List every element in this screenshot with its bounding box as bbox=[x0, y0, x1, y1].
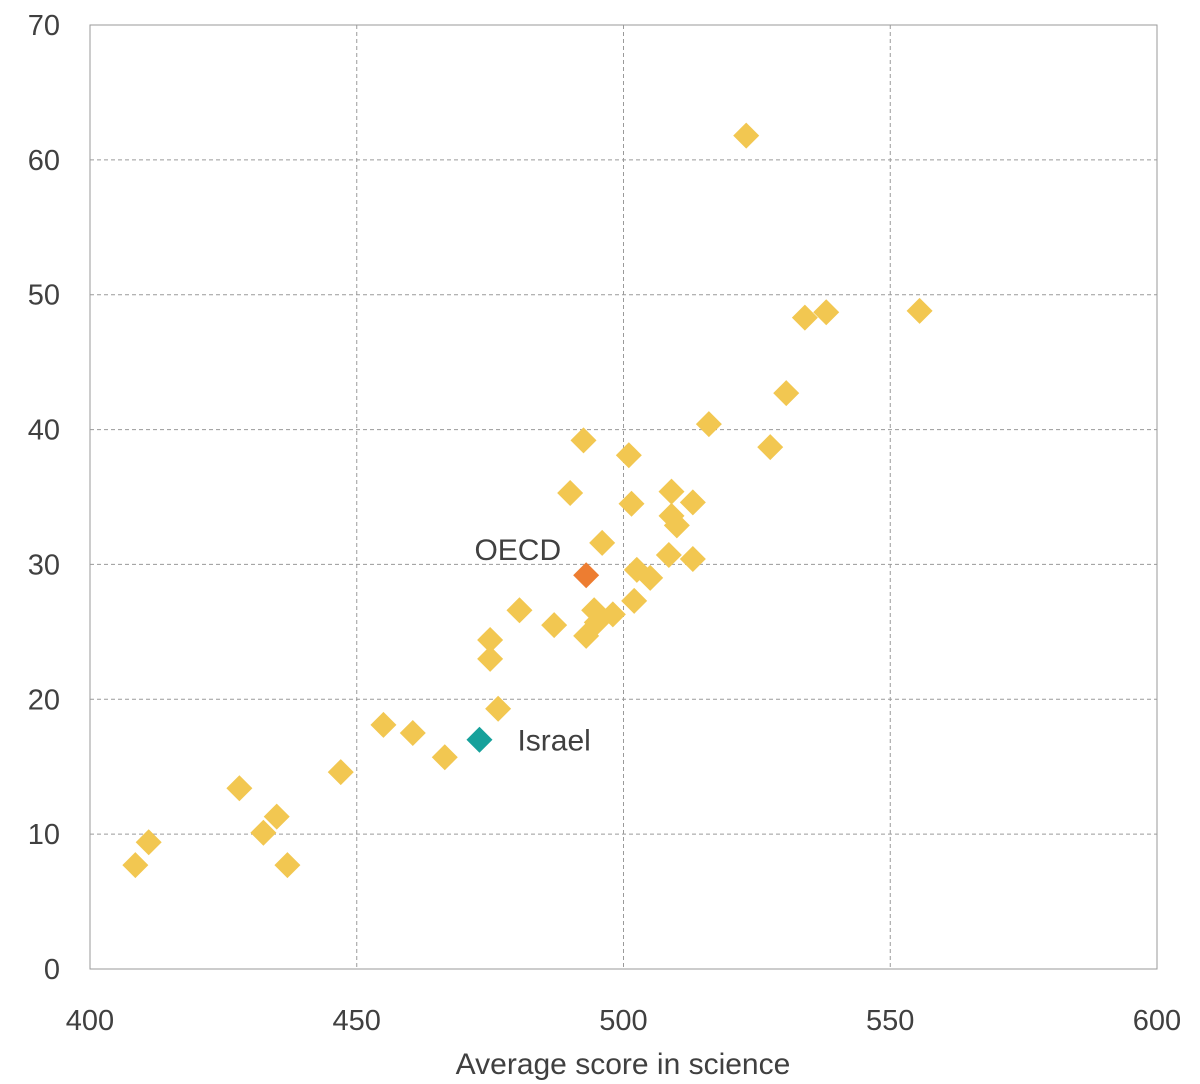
x-tick-label: 550 bbox=[866, 1005, 914, 1037]
country-point bbox=[813, 299, 840, 326]
country-point bbox=[370, 711, 397, 738]
y-tick-label: 20 bbox=[28, 684, 60, 716]
country-point bbox=[557, 479, 584, 506]
y-tick-label: 50 bbox=[28, 280, 60, 312]
country-point bbox=[274, 852, 301, 879]
country-point bbox=[655, 541, 682, 568]
country-point bbox=[757, 434, 784, 461]
country-point bbox=[679, 546, 706, 573]
country-point bbox=[477, 645, 504, 672]
x-axis-label: Average score in science bbox=[456, 1048, 791, 1081]
country-point bbox=[399, 720, 426, 746]
country-point bbox=[773, 380, 800, 407]
country-point bbox=[663, 512, 690, 539]
x-tick-label: 500 bbox=[599, 1005, 647, 1037]
data-points bbox=[122, 122, 933, 879]
oecd-label: OECD bbox=[474, 534, 561, 567]
x-tick-label: 400 bbox=[66, 1005, 114, 1037]
country-point bbox=[263, 803, 290, 830]
x-tick-label: 600 bbox=[1133, 1005, 1181, 1037]
y-tick-label: 60 bbox=[28, 145, 60, 177]
country-point bbox=[637, 564, 664, 591]
country-point bbox=[135, 829, 162, 856]
y-tick-label: 40 bbox=[28, 415, 60, 447]
country-point bbox=[695, 411, 722, 438]
grid-lines bbox=[90, 25, 1157, 969]
country-point bbox=[226, 775, 253, 802]
country-point bbox=[431, 744, 458, 771]
country-point bbox=[589, 529, 616, 556]
country-point bbox=[733, 122, 760, 149]
y-tick-label: 70 bbox=[28, 10, 60, 42]
y-axis-ticks: 0 10 20 30 40 50 60 70 bbox=[28, 10, 60, 986]
country-point bbox=[679, 489, 706, 516]
country-point bbox=[570, 427, 597, 454]
country-point bbox=[621, 587, 648, 614]
country-point bbox=[906, 297, 933, 324]
country-point bbox=[658, 478, 685, 505]
country-point bbox=[791, 304, 818, 331]
y-tick-label: 30 bbox=[28, 549, 60, 581]
y-tick-label: 0 bbox=[44, 954, 60, 986]
country-point bbox=[541, 612, 568, 639]
plot-frame bbox=[89, 24, 1158, 970]
y-tick-label: 10 bbox=[28, 819, 60, 851]
country-point bbox=[477, 626, 504, 653]
country-point bbox=[618, 490, 645, 517]
country-point bbox=[615, 442, 642, 469]
country-point bbox=[485, 695, 512, 722]
annotations: OECD Israel bbox=[474, 534, 590, 758]
oecd-point bbox=[573, 562, 600, 589]
country-point bbox=[506, 597, 533, 624]
x-axis-ticks: 400 450 500 550 600 bbox=[66, 1005, 1181, 1037]
x-tick-label: 450 bbox=[333, 1005, 381, 1037]
country-point bbox=[250, 819, 277, 846]
israel-point bbox=[466, 726, 493, 753]
country-point bbox=[122, 852, 149, 879]
country-point bbox=[599, 601, 626, 628]
country-point bbox=[327, 759, 354, 786]
israel-label: Israel bbox=[517, 725, 590, 758]
